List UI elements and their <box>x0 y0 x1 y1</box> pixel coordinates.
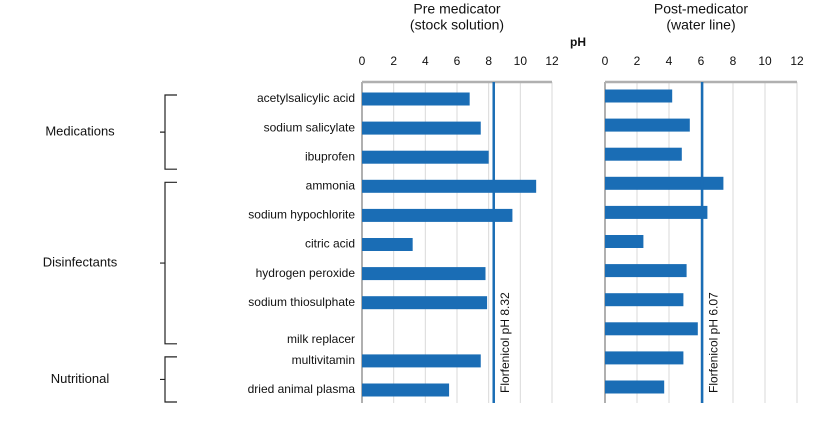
bar <box>605 322 698 336</box>
category-label: hydrogen peroxide <box>256 266 356 280</box>
category-label: dried animal plasma <box>248 382 356 396</box>
bar <box>362 179 537 193</box>
category-label: citric acid <box>305 237 355 251</box>
bar <box>362 150 489 164</box>
reference-label: Florfenicol pH 8.32 <box>498 292 512 393</box>
group-label: Nutritional <box>51 371 110 386</box>
bar <box>362 121 481 135</box>
x-tick-label: 6 <box>698 54 705 68</box>
bar <box>605 235 644 248</box>
bar <box>605 293 684 307</box>
bar <box>362 354 481 368</box>
x-tick-label: 0 <box>602 54 609 68</box>
category-label: multivitamin <box>292 353 355 367</box>
x-tick-label: 10 <box>514 54 528 68</box>
panel-title: (water line) <box>666 17 735 33</box>
bar <box>605 264 687 278</box>
group-label: Medications <box>45 124 115 139</box>
bar <box>605 380 665 394</box>
x-tick-label: 8 <box>730 54 737 68</box>
reference-label: Florfenicol pH 6.07 <box>706 292 720 393</box>
x-tick-label: 4 <box>422 54 429 68</box>
bar <box>605 176 724 190</box>
category-label: ibuprofen <box>305 149 355 163</box>
x-tick-label: 8 <box>485 54 492 68</box>
category-label: acetylsalicylic acid <box>257 91 355 105</box>
bar <box>362 92 470 106</box>
panel-title: Pre medicator <box>413 1 500 17</box>
bar <box>362 383 450 397</box>
x-tick-label: 0 <box>359 54 366 68</box>
bar <box>362 267 486 281</box>
category-label: ammonia <box>306 178 356 192</box>
group-bracket <box>160 356 177 403</box>
x-tick-label: 12 <box>790 54 804 68</box>
bar <box>362 296 488 310</box>
bar <box>605 118 690 132</box>
x-tick-label: 6 <box>454 54 461 68</box>
x-tick-label: 10 <box>758 54 772 68</box>
category-label: milk replacer <box>287 332 355 346</box>
category-label: sodium salicylate <box>264 120 356 134</box>
group-bracket <box>160 94 177 170</box>
x-axis-label: pH <box>570 35 586 49</box>
bar <box>362 208 513 222</box>
category-label: sodium hypochlorite <box>248 208 355 222</box>
group-label: Disinfectants <box>43 254 118 269</box>
x-tick-label: 2 <box>390 54 397 68</box>
x-tick-label: 4 <box>666 54 673 68</box>
panel-title: Post-medicator <box>654 1 748 17</box>
x-tick-label: 12 <box>545 54 559 68</box>
bar <box>605 89 673 103</box>
panel-title: (stock solution) <box>410 17 504 33</box>
bar <box>605 205 708 219</box>
category-label: sodium thiosulphate <box>248 295 355 309</box>
group-bracket <box>160 181 177 345</box>
bar <box>605 351 684 365</box>
bar <box>362 238 413 251</box>
x-tick-label: 2 <box>634 54 641 68</box>
bar <box>605 147 682 161</box>
